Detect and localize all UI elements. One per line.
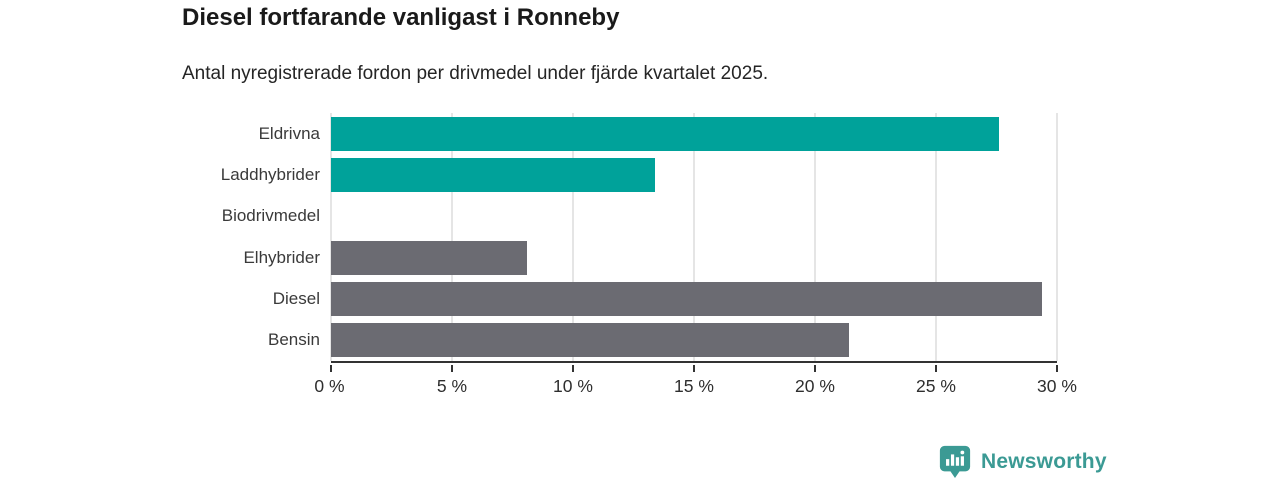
x-tick-mark [451,365,453,372]
x-tick-mark [572,365,574,372]
chart-subtitle: Antal nyregistrerade fordon per drivmede… [182,63,769,84]
bar-row: Biodrivmedel [222,196,1057,237]
gridline-15 [693,113,695,361]
brand-name: Newsworthy [981,449,1107,473]
y-axis-label: Biodrivmedel [221,206,320,226]
x-tick-label: 10 % [553,376,593,396]
chart-title: Diesel fortfarande vanligast i Ronneby [182,4,620,31]
x-tick-mark [935,365,937,372]
x-axis: 0 % 5 % 10 % 15 % 20 % 25 % 30 % [314,365,1077,405]
bar-row: Eldrivna [259,113,1057,154]
x-tick-label: 0 % [314,376,345,396]
plot-area: Eldrivna Laddhybrider Biodrivmedel Elhybrid… [221,113,1058,363]
x-tick-label: 25 % [916,376,956,396]
y-axis-label: Elhybrider [243,247,320,267]
bar-row: Elhybrider [243,237,1057,278]
bar-row: Diesel [273,278,1057,319]
x-tick-label: 15 % [674,376,714,396]
x-tick-mark [1056,365,1058,372]
x-tick-label: 20 % [795,376,835,396]
bar-elhybrider [331,240,528,275]
gridline-0 [330,113,332,361]
bar-chart-pin-icon [939,445,971,479]
bar-eldrivna [331,116,999,151]
gridline-20 [814,113,816,361]
y-axis-label: Laddhybrider [220,164,320,184]
y-axis-label: Eldrivna [258,123,320,143]
x-tick-mark [330,365,332,372]
x-tick-mark [693,365,695,372]
y-axis-label: Bensin [268,330,320,350]
gridline-30 [1056,113,1058,361]
x-tick-mark [814,365,816,372]
x-tick-label: 5 % [436,376,468,396]
x-tick-label: 30 % [1037,376,1077,396]
gridline-5 [451,113,453,361]
bar-bensin [331,323,849,358]
bar-laddhybrider [331,157,656,192]
y-axis-label: Diesel [272,288,320,308]
gridline-25 [935,113,937,361]
gridline-10 [572,113,574,361]
bar-diesel [331,281,1043,316]
bar-rows: Eldrivna Laddhybrider Biodrivmedel Elhybrid… [221,113,1057,361]
bar-row: Laddhybrider [221,154,1057,195]
bar-row: Bensin [268,320,1057,361]
newsworthy-logo[interactable]: Newsworthy [938,444,1107,479]
